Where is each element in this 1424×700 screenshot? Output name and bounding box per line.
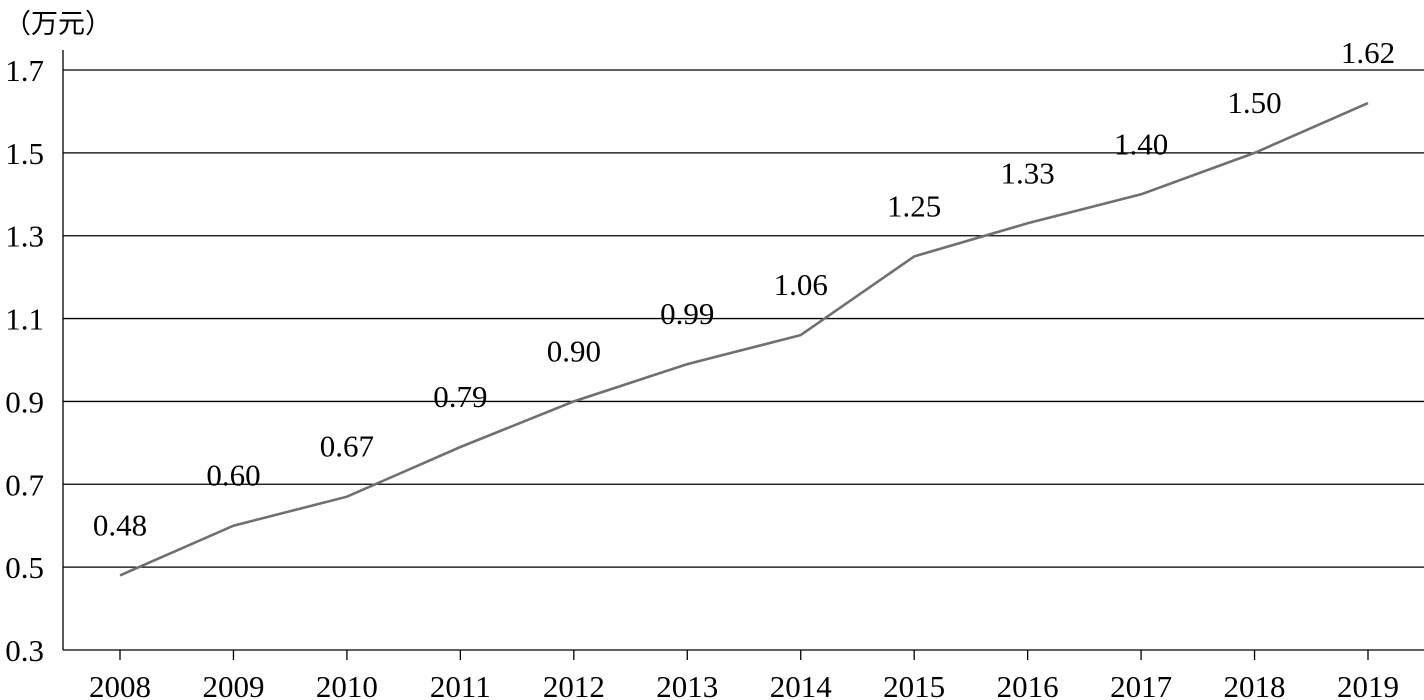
y-tick-label: 0.9 — [5, 384, 44, 419]
x-tick-label: 2012 — [543, 669, 605, 700]
series-line — [119, 101, 1369, 577]
y-tick-label: 0.5 — [5, 550, 44, 585]
x-tick-label: 2013 — [656, 669, 718, 700]
x-tick-label: 2017 — [1110, 669, 1172, 700]
gridlines — [63, 69, 1424, 568]
series-layer — [119, 101, 1369, 577]
data-label: 0.67 — [320, 429, 374, 464]
data-label: 0.48 — [93, 507, 147, 542]
x-tick-label: 2019 — [1337, 669, 1399, 700]
y-tick-label: 1.7 — [5, 53, 44, 88]
data-label: 0.99 — [660, 296, 714, 331]
data-label: 0.60 — [206, 458, 260, 493]
axes — [62, 50, 1424, 660]
data-label: 1.25 — [887, 188, 941, 223]
data-label: 1.06 — [774, 267, 828, 302]
data-label: 1.33 — [1001, 155, 1055, 190]
data-label: 0.90 — [547, 333, 601, 368]
data-label: 1.40 — [1114, 126, 1168, 161]
x-tick-label: 2009 — [202, 669, 264, 700]
x-tick-label: 2011 — [430, 669, 491, 700]
y-tick-label: 0.3 — [5, 633, 44, 668]
x-tick-label: 2014 — [770, 669, 833, 700]
y-tick-label: 0.7 — [5, 467, 44, 502]
labels-layer: 0.3 0.5 0.7 0.9 1.1 1.3 1.5 1.7 2008 2009 2010 2011… — [5, 35, 1399, 700]
y-axis-unit-label: （万元） — [4, 9, 112, 40]
x-tick-label: 2010 — [316, 669, 378, 700]
x-tick-label: 2016 — [997, 669, 1059, 700]
x-tick-label: 2015 — [883, 669, 945, 700]
data-label: 0.79 — [433, 379, 487, 414]
y-tick-label: 1.5 — [5, 136, 44, 171]
x-tick-label: 2018 — [1224, 669, 1286, 700]
data-label: 1.50 — [1227, 85, 1281, 120]
y-tick-label: 1.3 — [5, 219, 44, 254]
y-tick-label: 1.1 — [5, 302, 44, 337]
x-tick-label: 2008 — [89, 669, 151, 700]
data-label: 1.62 — [1341, 35, 1395, 70]
